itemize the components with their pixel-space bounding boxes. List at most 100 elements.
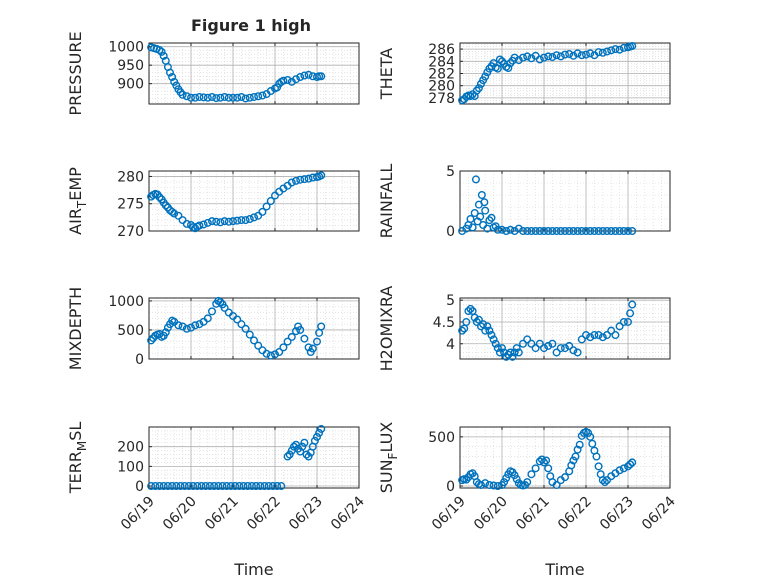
data-point (262, 349, 271, 358)
data-point (493, 482, 502, 491)
data-point (514, 348, 523, 357)
data-point (477, 481, 486, 490)
data-point (212, 94, 221, 103)
data-point (611, 226, 620, 235)
data-point (590, 226, 599, 235)
data-point (279, 76, 288, 85)
data-point (296, 175, 305, 184)
data-point (466, 304, 475, 313)
axes-box (148, 42, 360, 105)
data-point (241, 216, 250, 225)
data-point (155, 482, 164, 491)
y-tick-label: 100 (117, 459, 144, 475)
data-point (569, 456, 578, 465)
data-point (237, 216, 246, 225)
data-point (603, 226, 612, 235)
data-point (235, 482, 244, 491)
y-tick-label: 4 (446, 337, 455, 353)
data-point (266, 351, 275, 360)
data-point (628, 42, 637, 51)
data-point (481, 206, 490, 215)
data-point (495, 55, 504, 64)
data-point (264, 482, 273, 491)
data-point (498, 344, 507, 353)
data-point (573, 348, 582, 357)
data-point (628, 226, 637, 235)
data-point (174, 211, 183, 220)
data-point (544, 341, 553, 350)
y-tick-label: 0 (446, 224, 455, 240)
data-point (283, 452, 292, 461)
data-point (548, 53, 557, 62)
data-point (178, 322, 187, 331)
data-point (279, 343, 288, 352)
data-point (182, 324, 191, 333)
data-point (174, 321, 183, 330)
data-point (535, 226, 544, 235)
data-point (157, 47, 166, 56)
axes-box (459, 170, 671, 232)
data-point (292, 75, 301, 84)
y-axis-label: TERRMSL (66, 422, 89, 495)
data-point (535, 339, 544, 348)
y-axis-label: RAINFALL (377, 164, 396, 239)
data-point (565, 341, 574, 350)
data-point (220, 92, 229, 101)
data-point (510, 348, 519, 357)
data-point (527, 339, 536, 348)
data-point (514, 56, 523, 65)
data-point (594, 462, 603, 471)
data-point (569, 346, 578, 355)
data-point (165, 68, 174, 77)
subplot-1: 900 950 1000 PRESSURE (66, 31, 360, 116)
data-point (231, 482, 240, 491)
data-point (544, 226, 553, 235)
data-point (573, 226, 582, 235)
data-point (582, 50, 591, 59)
data-point (317, 72, 326, 81)
data-point (483, 322, 492, 331)
data-point (527, 470, 536, 479)
data-point (544, 52, 553, 61)
data-point (506, 225, 515, 234)
data-point (571, 452, 580, 461)
data-point (237, 92, 246, 101)
y-tick-label: 5 (446, 293, 455, 309)
data-point (317, 171, 326, 180)
data-point (487, 213, 496, 222)
data-point (556, 344, 565, 353)
data-point (254, 92, 263, 101)
data-point (313, 432, 322, 441)
data-point (151, 482, 160, 491)
data-point (600, 478, 609, 487)
y-tick-label: 280 (428, 79, 455, 95)
data-point (247, 482, 256, 491)
y-tick-label: 200 (117, 440, 144, 456)
data-point (180, 482, 189, 491)
data-point (266, 196, 275, 205)
x-axis-label: Time (233, 560, 273, 579)
y-tick-label: 286 (428, 42, 455, 58)
data-point (466, 92, 475, 101)
data-point (249, 213, 258, 222)
data-point (615, 322, 624, 331)
y-tick-label: 1000 (108, 40, 144, 56)
data-point (277, 482, 286, 491)
data-point (304, 452, 313, 461)
data-point (168, 482, 177, 491)
data-point (233, 315, 242, 324)
data-point (594, 48, 603, 57)
data-point (624, 317, 633, 326)
data-point (199, 220, 208, 229)
data-point (285, 450, 294, 459)
data-point (300, 334, 309, 343)
data-point (519, 226, 528, 235)
y-tick-label: 278 (428, 91, 455, 107)
data-point (155, 193, 164, 202)
data-point (239, 482, 248, 491)
data-point (170, 209, 179, 218)
data-point (523, 335, 532, 344)
y-tick-label: 4.5 (433, 315, 455, 331)
data-point (586, 333, 595, 342)
data-point (607, 226, 616, 235)
